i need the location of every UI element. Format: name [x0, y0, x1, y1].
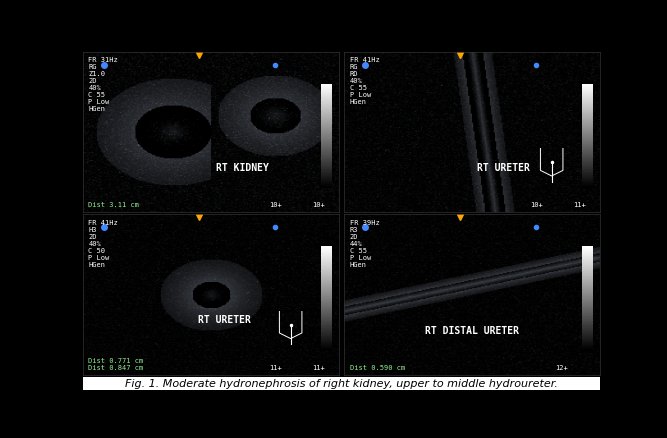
Text: 10+: 10+: [312, 202, 325, 208]
Text: 10+: 10+: [530, 202, 543, 208]
Text: 11+: 11+: [269, 364, 281, 370]
Text: 11+: 11+: [312, 364, 325, 370]
Text: FR 31Hz
RG
Z1.0
2D
40%
C 55
P Low
HGen: FR 31Hz RG Z1.0 2D 40% C 55 P Low HGen: [89, 57, 118, 112]
Text: RT URETER: RT URETER: [197, 314, 251, 324]
Text: RT KIDNEY: RT KIDNEY: [215, 163, 269, 173]
Text: 12+: 12+: [556, 364, 568, 370]
Text: RT URETER: RT URETER: [477, 163, 530, 173]
Text: 11+: 11+: [574, 202, 586, 208]
Text: RT DISTAL URETER: RT DISTAL URETER: [426, 325, 520, 335]
Text: Dist 0.590 cm: Dist 0.590 cm: [350, 364, 405, 370]
Text: FR 39Hz
R3
2D
44%
C 55
P Low
HGen: FR 39Hz R3 2D 44% C 55 P Low HGen: [350, 219, 380, 268]
Text: FR 41Hz
RG
RD
40%
C 55
P Low
HGen: FR 41Hz RG RD 40% C 55 P Low HGen: [350, 57, 380, 105]
Text: FR 41Hz
H3
2D
40%
C 50
P Low
HGen: FR 41Hz H3 2D 40% C 50 P Low HGen: [89, 219, 118, 268]
Text: 10+: 10+: [269, 202, 281, 208]
Text: Dist 0.771 cm
Dist 0.847 cm: Dist 0.771 cm Dist 0.847 cm: [89, 357, 144, 370]
Text: Dist 3.11 cm: Dist 3.11 cm: [89, 202, 139, 208]
Text: Fig. 1. Moderate hydronephrosis of right kidney, upper to middle hydroureter.: Fig. 1. Moderate hydronephrosis of right…: [125, 378, 558, 389]
